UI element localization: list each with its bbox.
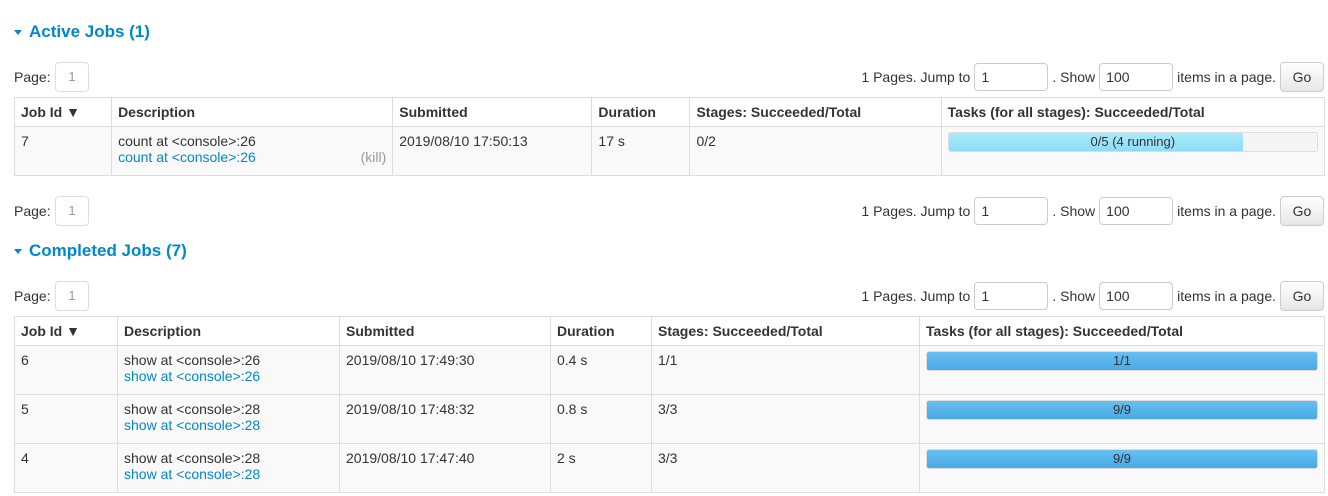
caret-down-icon [14,249,22,255]
page-size-input[interactable] [1099,197,1174,225]
tasks-text: 9/9 [1112,402,1132,417]
tasks-cell: 9/9 [919,394,1325,444]
job-description: show at <console>:26 [124,352,261,368]
tasks-text: 9/9 [1112,451,1132,466]
column-header[interactable]: Submitted [392,97,593,127]
job-description: count at <console>:26 [118,133,256,149]
submitted: 2019/08/10 17:48:32 [339,394,551,444]
column-header[interactable]: Duration [591,97,691,127]
progress-fill [927,401,1317,419]
active-jobs-table: Job Id ▼ Description Submitted Duration Stag… [13,97,1326,176]
page-1-link[interactable]: 1 [55,196,89,226]
jump-to-input[interactable] [974,63,1049,91]
job-link[interactable]: show at <console>:26 [124,368,261,384]
page-label: Page: [14,288,51,304]
column-header[interactable]: Tasks (for all stages): Succeeded/Total [940,97,1326,127]
active-jobs-toggle[interactable]: Active Jobs (1) [14,22,150,42]
pagination: Page: 1 1 Pages. Jump to . Show items in… [14,62,1324,92]
items-text: items in a page. [1177,203,1276,219]
page-label: Page: [14,203,51,219]
page-1-link[interactable]: 1 [55,281,89,311]
progress-fill [927,352,1317,370]
go-button[interactable]: Go [1280,281,1324,311]
tasks-cell: 9/9 [919,443,1325,493]
completed-jobs-title: Completed Jobs (7) [29,241,187,260]
duration: 0.4 s [550,345,652,395]
duration: 17 s [591,126,691,176]
column-header[interactable]: Tasks (for all stages): Succeeded/Total [919,316,1325,346]
duration: 2 s [550,443,652,493]
show-text: . Show [1052,69,1096,85]
caret-down-icon [14,30,22,36]
job-row: 6 show at <console>:26 show at <console>… [14,345,1325,395]
header-row: Job Id ▼ Description Submitted Duration Stag… [14,316,1325,346]
tasks-progress-bar: 1/1 [926,351,1318,371]
job-id: 5 [14,394,118,444]
column-header[interactable]: Job Id ▼ [13,97,113,127]
tasks-progress-bar: 9/9 [926,400,1318,420]
pagination: Page: 1 1 Pages. Jump to . Show items in… [14,281,1324,311]
job-link[interactable]: show at <console>:28 [124,417,261,433]
show-text: . Show [1052,288,1096,304]
pages-text: 1 Pages. Jump to [861,69,971,85]
stages: 3/3 [651,443,920,493]
submitted: 2019/08/10 17:50:13 [392,126,593,176]
go-button[interactable]: Go [1280,196,1324,226]
job-row: 7 count at <console>:26 (kill) count at <… [13,126,1326,176]
column-header[interactable]: Stages: Succeeded/Total [651,316,920,346]
pages-text: 1 Pages. Jump to [861,203,971,219]
pagination: Page: 1 1 Pages. Jump to . Show items in… [14,196,1324,226]
tasks-text: 0/5 (4 running) [1090,134,1176,149]
job-link[interactable]: count at <console>:26 [118,149,256,165]
column-header[interactable]: Duration [550,316,652,346]
pages-text: 1 Pages. Jump to [861,288,971,304]
job-description: show at <console>:28 [124,450,261,466]
job-id: 7 [13,126,113,176]
page-label: Page: [14,69,51,85]
column-header[interactable]: Job Id ▼ [14,316,118,346]
page-1-link[interactable]: 1 [55,62,89,92]
job-id: 6 [14,345,118,395]
active-jobs-title: Active Jobs (1) [29,22,150,41]
job-link[interactable]: show at <console>:28 [124,466,261,482]
items-text: items in a page. [1177,288,1276,304]
job-row: 5 show at <console>:28 show at <console>… [14,394,1325,444]
tasks-progress-bar: 9/9 [926,449,1318,469]
tasks-cell: 0/5 (4 running) [940,126,1326,176]
jump-to-input[interactable] [974,197,1049,225]
submitted: 2019/08/10 17:49:30 [339,345,551,395]
job-id: 4 [14,443,118,493]
column-header[interactable]: Stages: Succeeded/Total [689,97,942,127]
header-row: Job Id ▼ Description Submitted Duration Stag… [13,97,1326,127]
description-cell: show at <console>:26 show at <console>:2… [117,345,340,395]
stages: 0/2 [689,126,942,176]
completed-jobs-table: Job Id ▼ Description Submitted Duration Stag… [14,316,1325,493]
duration: 0.8 s [550,394,652,444]
page-size-input[interactable] [1099,282,1174,310]
column-header[interactable]: Description [111,97,394,127]
description-cell: show at <console>:28 show at <console>:2… [117,443,340,493]
job-description: show at <console>:28 [124,401,261,417]
submitted: 2019/08/10 17:47:40 [339,443,551,493]
description-cell: show at <console>:28 show at <console>:2… [117,394,340,444]
job-row: 4 show at <console>:28 show at <console>… [14,443,1325,493]
progress-fill [948,133,1244,151]
progress-fill [927,450,1317,468]
jump-to-input[interactable] [974,282,1049,310]
go-button[interactable]: Go [1280,62,1324,92]
tasks-progress-bar: 0/5 (4 running) [947,132,1318,152]
page-size-input[interactable] [1099,63,1174,91]
tasks-cell: 1/1 [919,345,1325,395]
completed-jobs-toggle[interactable]: Completed Jobs (7) [14,241,187,261]
tasks-text: 1/1 [1112,353,1132,368]
items-text: items in a page. [1177,69,1276,85]
column-header[interactable]: Description [117,316,340,346]
column-header[interactable]: Submitted [339,316,551,346]
show-text: . Show [1052,203,1096,219]
stages: 1/1 [651,345,920,395]
kill-link[interactable]: (kill) [360,149,387,165]
description-cell: count at <console>:26 (kill) count at <co… [111,126,394,176]
stages: 3/3 [651,394,920,444]
